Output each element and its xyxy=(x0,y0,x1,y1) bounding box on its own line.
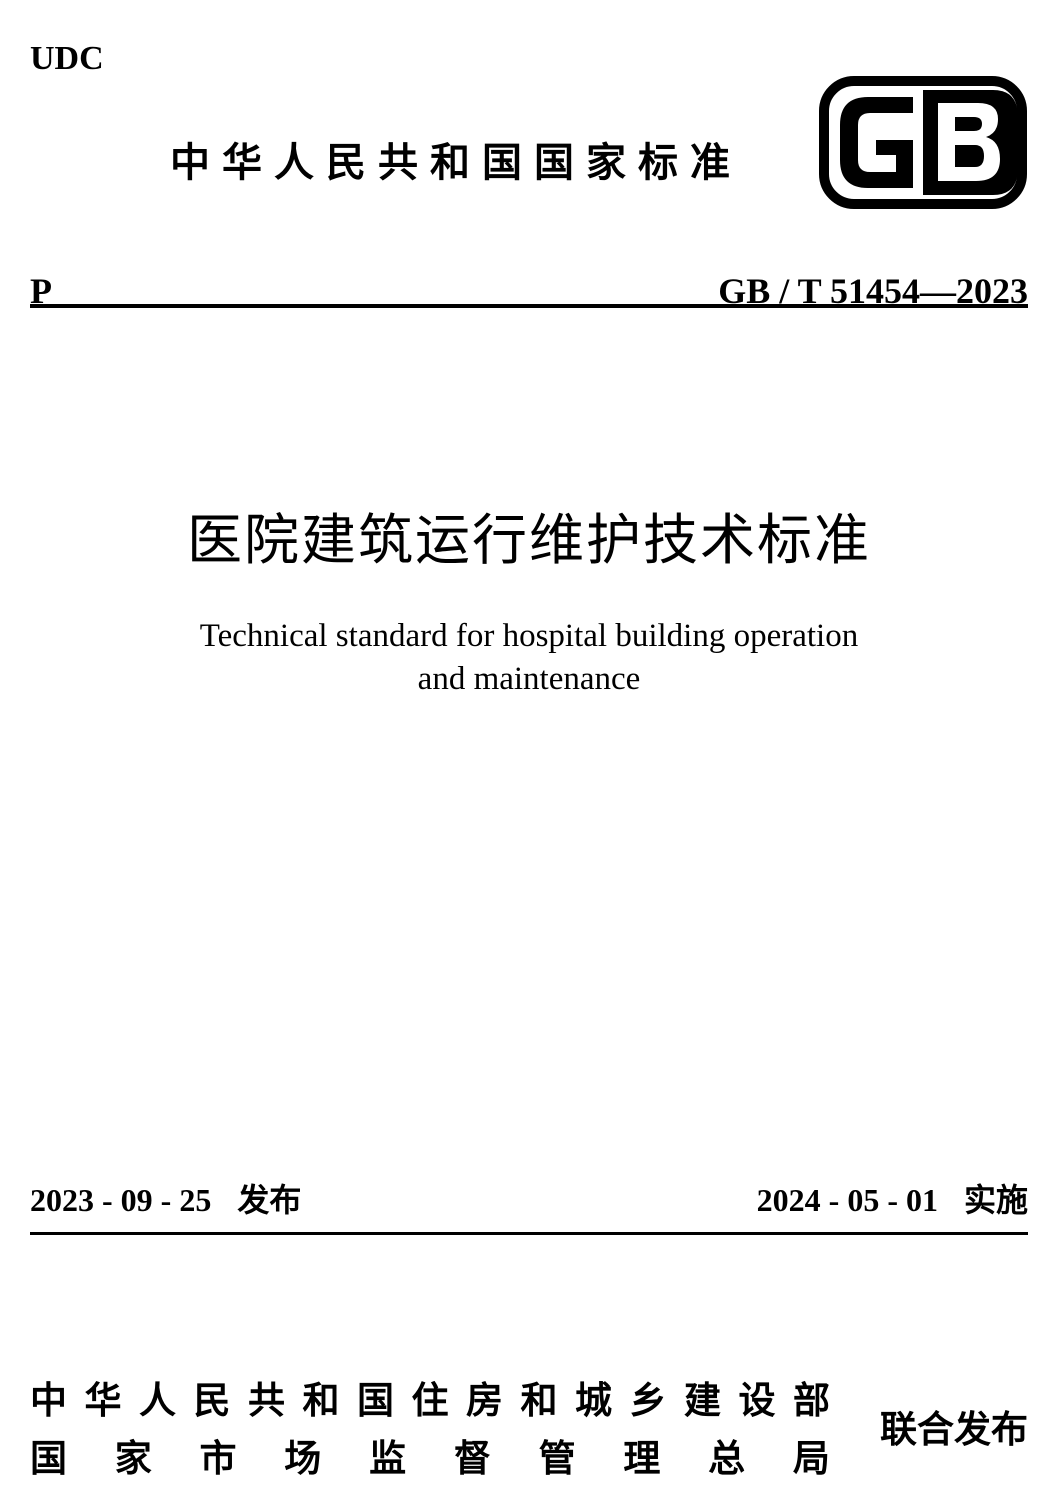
udc-label: UDC xyxy=(30,40,104,78)
publisher-lines: 中华人民共和国住房和城乡建设部 国家市场监督管理总局 xyxy=(30,1370,830,1482)
publisher-line-2: 国家市场监督管理总局 xyxy=(30,1428,830,1482)
title-english-line2: and maintenance xyxy=(418,661,641,697)
effective-date-value: 2024 - 05 - 01 xyxy=(757,1182,938,1218)
publisher-line-1: 中华人民共和国住房和城乡建设部 xyxy=(30,1370,830,1424)
title-english: Technical standard for hospital building… xyxy=(30,615,1028,701)
effective-date-label: 实施 xyxy=(964,1182,1028,1218)
date-section: 2023 - 09 - 25 发布 2024 - 05 - 01 实施 xyxy=(30,1175,1028,1221)
header-section: UDC 中华人民共和国国家标准 P GB / T 51454—2023 xyxy=(30,40,1028,310)
title-english-line1: Technical standard for hospital building… xyxy=(200,618,858,654)
publisher-section: 中华人民共和国住房和城乡建设部 国家市场监督管理总局 联合发布 xyxy=(30,1370,1028,1482)
divider-bottom xyxy=(30,1232,1028,1235)
gb-logo-icon xyxy=(818,75,1028,210)
title-chinese: 医院建筑运行维护技术标准 xyxy=(30,495,1028,575)
issue-date-label: 发布 xyxy=(237,1182,301,1218)
title-section: 医院建筑运行维护技术标准 Technical standard for hosp… xyxy=(0,495,1058,701)
issue-date-value: 2023 - 09 - 25 xyxy=(30,1182,211,1218)
issue-date: 2023 - 09 - 25 发布 xyxy=(30,1175,301,1221)
joint-publish-label: 联合发布 xyxy=(880,1399,1028,1453)
national-standard-text: 中华人民共和国国家标准 xyxy=(170,130,742,188)
effective-date: 2024 - 05 - 01 实施 xyxy=(757,1175,1028,1221)
divider-top xyxy=(30,304,1028,308)
